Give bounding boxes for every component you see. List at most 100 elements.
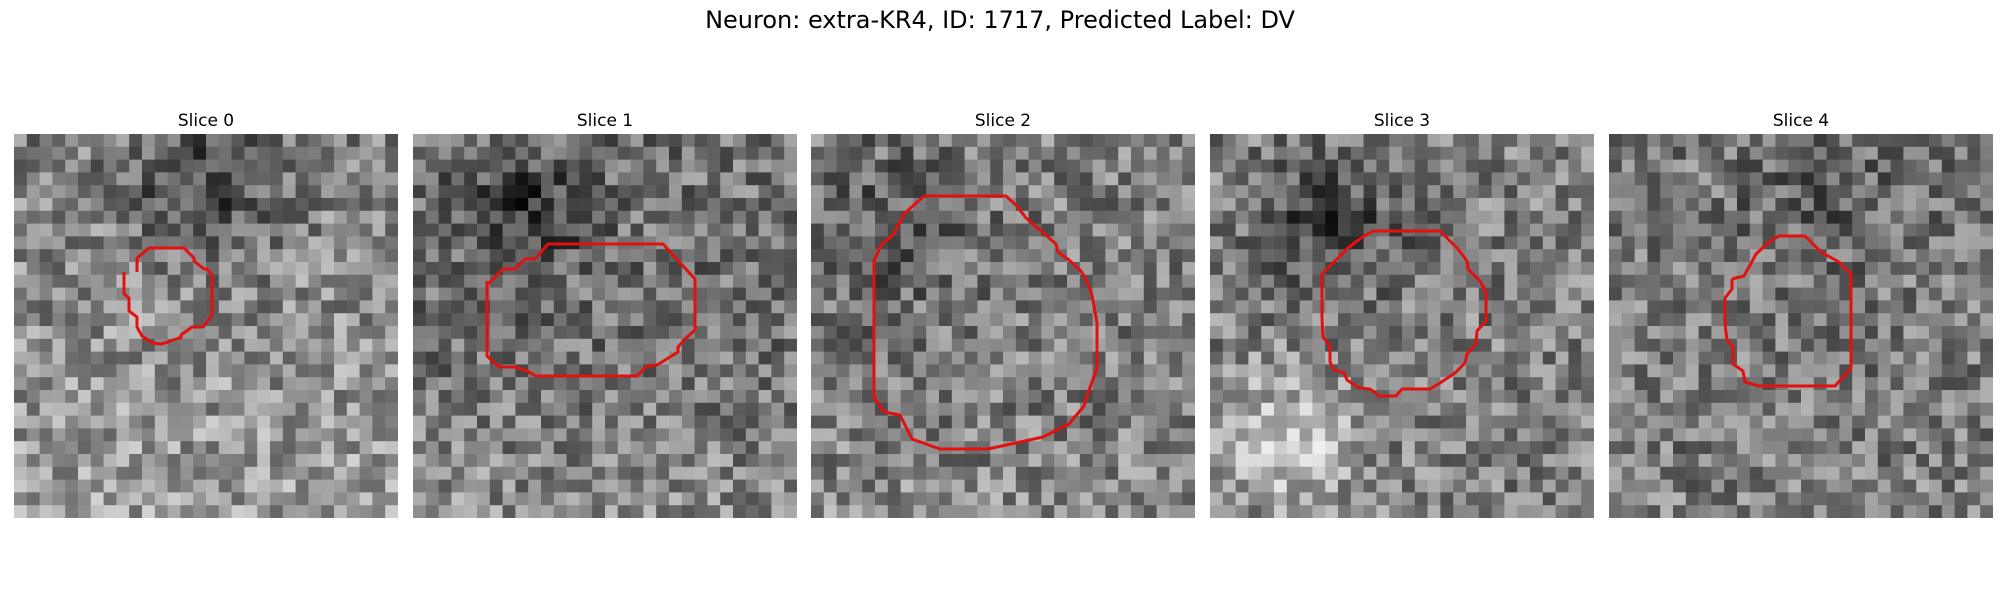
pixel	[1478, 338, 1493, 353]
pixel	[52, 300, 66, 314]
pixel	[103, 198, 117, 212]
pixel	[1801, 377, 1815, 391]
pixel	[1003, 492, 1017, 506]
pixel	[900, 300, 914, 314]
pixel	[308, 338, 322, 353]
pixel	[502, 249, 516, 263]
pixel	[1647, 172, 1661, 186]
pixel	[1363, 198, 1377, 212]
pixel	[836, 249, 850, 263]
pixel	[541, 262, 555, 276]
pixel	[1504, 377, 1518, 391]
pixel	[566, 441, 580, 455]
pixel	[39, 351, 53, 365]
pixel	[1801, 159, 1815, 173]
pixel	[295, 146, 309, 161]
pixel	[1105, 172, 1119, 186]
pixel	[1660, 146, 1674, 161]
pixel	[1222, 492, 1237, 506]
pixel	[334, 262, 348, 276]
pixel	[1954, 236, 1968, 250]
pixel	[1350, 505, 1365, 518]
pixel	[1621, 249, 1636, 263]
pixel	[1274, 441, 1288, 455]
pixel	[1427, 338, 1441, 353]
pixel	[1222, 313, 1237, 327]
pixel	[372, 441, 386, 455]
pixel	[630, 479, 644, 493]
pixel	[1929, 172, 1943, 186]
pixel	[630, 249, 644, 263]
pixel	[346, 428, 361, 442]
pixel	[758, 146, 772, 161]
pixel	[1698, 185, 1712, 199]
pixel	[1865, 223, 1879, 237]
pixel	[1801, 479, 1815, 493]
pixel	[346, 377, 361, 391]
pixel	[887, 454, 902, 468]
pixel	[1210, 428, 1224, 442]
pixel	[811, 466, 825, 481]
pixel	[1131, 262, 1145, 276]
pixel	[1466, 223, 1480, 237]
pixel	[129, 274, 143, 289]
pixel	[1916, 402, 1930, 417]
pixel	[720, 364, 734, 378]
pixel	[771, 172, 785, 186]
pixel	[1286, 313, 1301, 327]
pixel	[385, 351, 398, 365]
pixel	[862, 492, 876, 506]
pixel	[231, 249, 245, 263]
pixel	[321, 274, 335, 289]
pixel	[1350, 415, 1365, 429]
pixel	[951, 287, 966, 301]
pixel	[1274, 402, 1288, 417]
pixel	[372, 466, 386, 481]
pixel	[1890, 134, 1904, 148]
pixel	[681, 441, 696, 455]
pixel	[257, 505, 271, 518]
pixel	[784, 454, 797, 468]
pixel	[1737, 466, 1751, 481]
pixel	[282, 236, 297, 250]
pixel	[321, 479, 335, 493]
pixel	[103, 338, 117, 353]
pixel	[1131, 454, 1145, 468]
pixel	[926, 505, 940, 518]
pixel	[78, 454, 92, 468]
pixel	[1248, 415, 1262, 429]
pixel	[1261, 466, 1275, 481]
pixel	[1980, 441, 1993, 455]
pixel	[1749, 313, 1764, 327]
pixel	[1813, 223, 1828, 237]
pixel	[1286, 210, 1301, 225]
pixel	[502, 185, 516, 199]
pixel	[605, 351, 619, 365]
pixel	[1466, 428, 1480, 442]
pixel	[541, 198, 555, 212]
pixel	[1813, 428, 1828, 442]
pixel	[1954, 300, 1968, 314]
pixel	[451, 146, 465, 161]
pixel	[811, 377, 825, 391]
pixel	[1504, 313, 1518, 327]
pixel	[1568, 300, 1582, 314]
pixel	[1286, 492, 1301, 506]
pixel	[1169, 300, 1183, 314]
pixel	[1261, 159, 1275, 173]
pixel	[90, 274, 105, 289]
pixel	[180, 236, 194, 250]
pixel	[1274, 313, 1288, 327]
pixel	[154, 134, 169, 148]
pixel	[1402, 210, 1416, 225]
pixel	[1169, 441, 1183, 455]
pixel	[630, 313, 644, 327]
pixel	[1440, 492, 1454, 506]
pixel	[1826, 454, 1840, 468]
pixel	[78, 492, 92, 506]
pixel	[964, 313, 978, 327]
pixel	[451, 428, 465, 442]
pixel	[771, 313, 785, 327]
pixel	[939, 390, 953, 404]
pixel	[669, 505, 683, 518]
